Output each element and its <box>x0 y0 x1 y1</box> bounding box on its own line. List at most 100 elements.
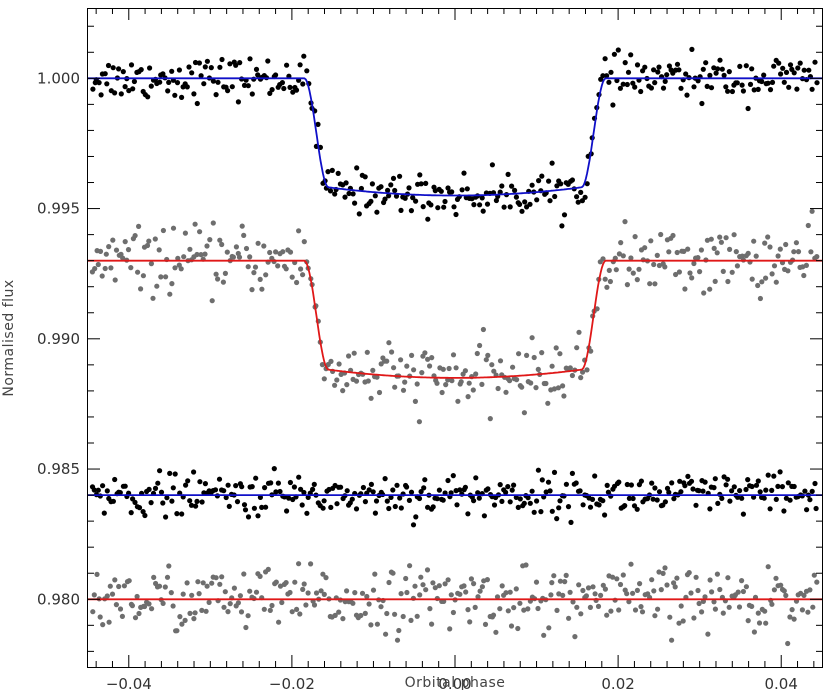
data-point <box>482 621 489 628</box>
data-point <box>674 575 680 581</box>
data-point <box>273 489 279 495</box>
data-point <box>164 495 170 501</box>
data-point <box>658 587 664 593</box>
data-point <box>771 263 778 269</box>
data-point <box>291 484 297 490</box>
data-point <box>146 238 152 244</box>
data-point <box>167 291 173 297</box>
data-point <box>255 72 261 78</box>
data-point <box>253 66 260 72</box>
data-point <box>221 604 227 610</box>
data-point <box>503 489 509 495</box>
data-point <box>342 194 348 200</box>
data-point <box>301 53 307 59</box>
data-point <box>166 563 172 569</box>
data-point <box>714 250 720 256</box>
data-point <box>491 502 498 508</box>
data-point <box>776 60 782 66</box>
data-point <box>195 579 201 585</box>
data-point <box>351 350 357 356</box>
data-point <box>340 388 346 394</box>
data-point <box>604 612 610 618</box>
data-point <box>263 272 269 278</box>
data-point <box>559 223 565 229</box>
data-point <box>467 619 473 625</box>
data-point <box>563 481 570 487</box>
data-point <box>557 498 563 504</box>
data-point <box>423 180 429 186</box>
data-point <box>715 500 721 506</box>
data-point <box>608 608 614 614</box>
data-point <box>374 374 380 380</box>
data-point <box>718 239 725 245</box>
data-point <box>705 631 711 637</box>
data-point <box>499 498 505 504</box>
data-point <box>466 380 472 386</box>
data-point <box>523 562 529 568</box>
data-point <box>368 622 374 628</box>
data-point <box>151 574 157 581</box>
data-point <box>177 614 183 620</box>
data-point <box>719 495 725 501</box>
data-point <box>804 507 810 513</box>
data-point <box>602 512 608 518</box>
data-point <box>656 569 662 575</box>
data-point <box>558 181 564 187</box>
data-point <box>475 490 481 496</box>
data-point <box>247 588 253 594</box>
data-point <box>720 268 726 274</box>
data-point <box>554 607 560 614</box>
data-point <box>686 570 692 576</box>
data-point <box>681 248 687 254</box>
data-point <box>652 485 658 491</box>
data-point <box>130 86 136 92</box>
data-point <box>702 594 708 600</box>
data-point <box>567 365 573 371</box>
data-point <box>239 484 245 490</box>
data-point <box>494 594 501 600</box>
data-point <box>305 590 311 596</box>
data-point <box>810 604 816 610</box>
data-point <box>587 604 594 611</box>
data-point <box>739 495 745 501</box>
data-point <box>102 71 108 77</box>
data-point <box>112 90 118 96</box>
data-point <box>610 102 616 108</box>
data-point <box>795 249 802 255</box>
data-point <box>650 496 656 502</box>
data-point <box>676 67 682 73</box>
data-point <box>584 181 590 187</box>
data-point <box>582 194 588 200</box>
data-point <box>568 519 574 526</box>
data-point <box>99 273 105 279</box>
data-point <box>638 604 644 610</box>
data-point <box>353 378 360 384</box>
model-curve-1 <box>88 77 822 197</box>
data-point <box>180 591 186 597</box>
data-point <box>767 87 774 93</box>
data-point <box>517 496 523 502</box>
data-point <box>479 195 485 201</box>
data-point <box>202 64 208 70</box>
data-point <box>434 496 440 502</box>
data-point <box>255 513 261 519</box>
data-point <box>119 613 125 620</box>
data-point <box>233 62 239 68</box>
data-point <box>403 575 409 582</box>
data-point <box>122 483 128 489</box>
data-point <box>778 71 784 77</box>
data-point <box>152 485 159 491</box>
data-point <box>720 610 726 616</box>
data-point <box>476 495 482 501</box>
data-point <box>411 367 417 373</box>
data-point <box>513 194 520 200</box>
data-point <box>410 195 416 201</box>
data-point <box>370 587 377 593</box>
data-point <box>267 249 273 256</box>
data-point <box>803 262 810 268</box>
data-point <box>388 494 394 500</box>
data-point <box>208 65 214 71</box>
data-point <box>589 496 596 502</box>
data-point <box>737 63 743 69</box>
data-point <box>140 273 146 279</box>
